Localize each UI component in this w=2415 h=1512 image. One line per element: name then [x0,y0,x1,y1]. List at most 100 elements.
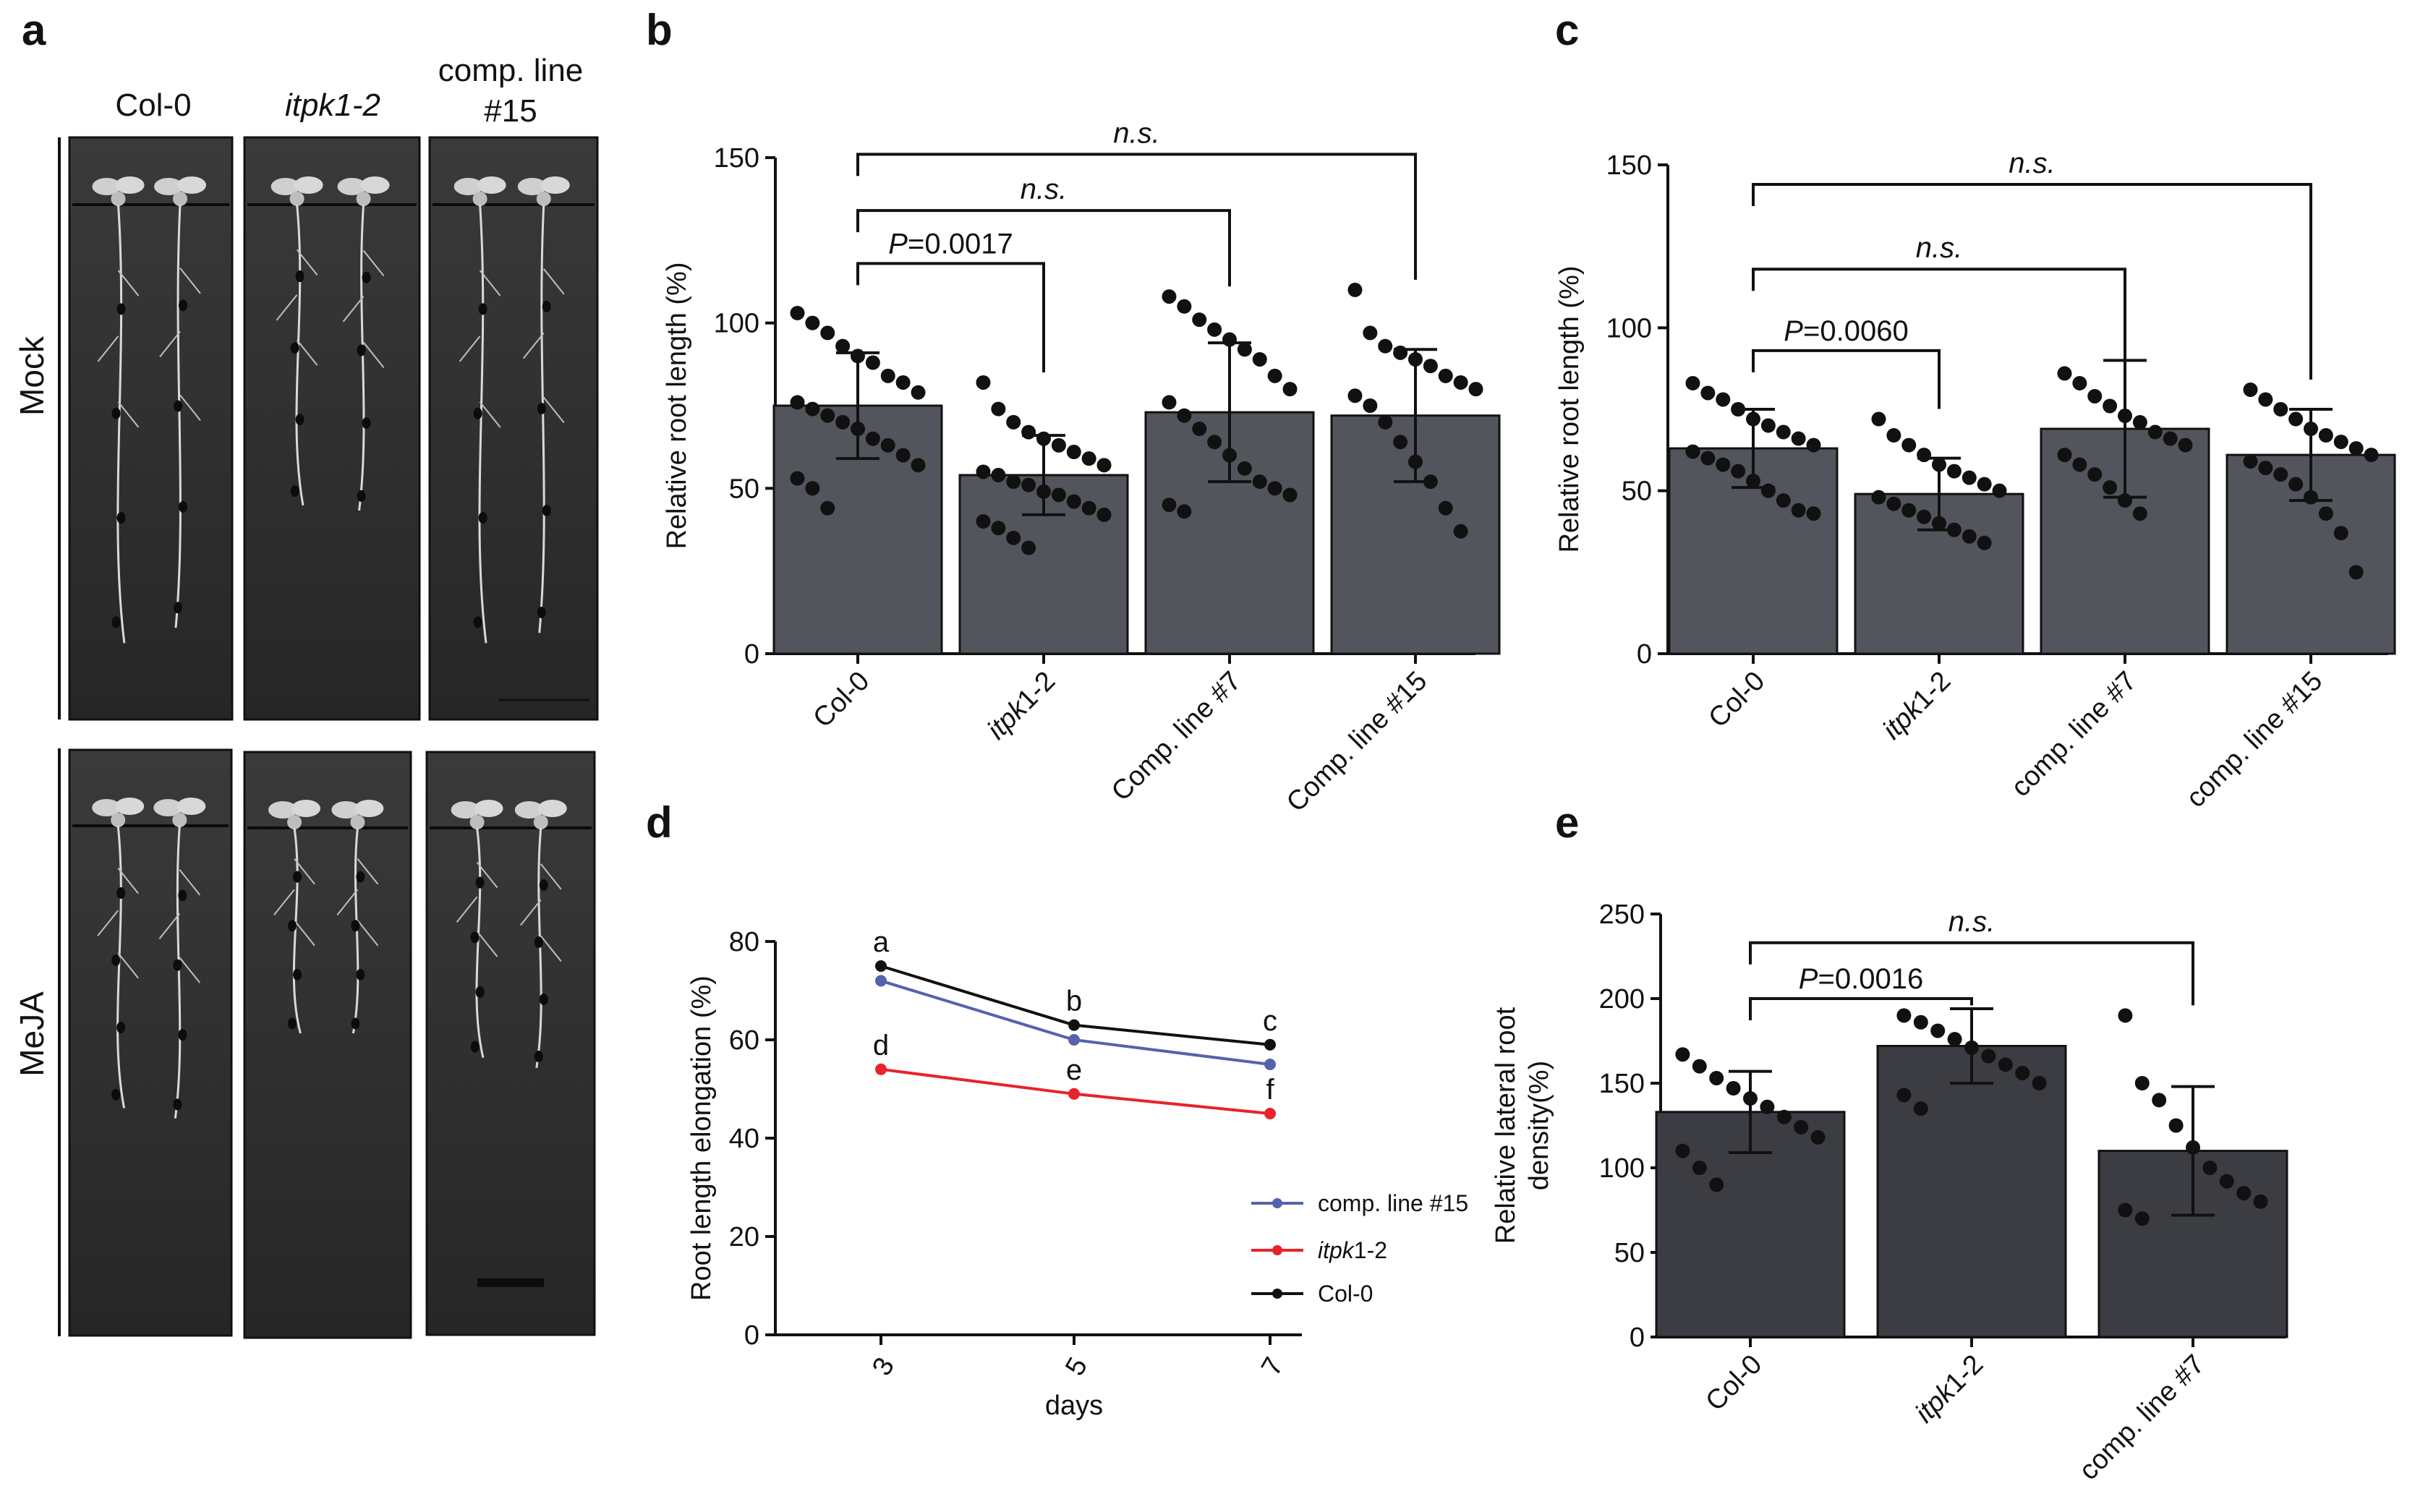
y-tick-label-e: 250 [1599,900,1645,930]
photo-frame [425,751,596,1336]
data-point-c [2132,415,2147,430]
data-point-c [1746,474,1760,489]
data-point-c [1886,428,1901,443]
lateral-root [519,899,542,926]
x-tick-label-e: itpk1-2 [1909,1349,1989,1429]
data-point-c [1901,437,1917,453]
data-point-b [1036,431,1051,446]
ink-mark [293,968,302,981]
data-point-e [1964,1040,1979,1055]
data-point-b [1453,524,1468,539]
data-point-c [1977,535,1992,550]
comparison-bracket-e [1749,941,2194,1006]
comparison-bracket-b [856,262,1045,372]
data-point-e [2118,1203,2133,1218]
ink-mark [174,400,182,412]
y-tick-label-c: 150 [1606,150,1652,181]
data-point-c [1962,470,1977,485]
ns-label-b: n.s. [1021,174,1067,205]
lateral-root [456,896,478,923]
data-point-b [865,355,880,370]
ink-mark [356,968,365,981]
series-point-3 [875,960,887,972]
lateral-root [117,867,139,894]
photo-frame [68,136,234,721]
data-point-b [1393,435,1408,450]
ink-mark [362,271,371,283]
x-tick-label-b: Col-0 [807,666,875,734]
data-point-b [911,458,926,473]
lateral-root [479,270,501,296]
significance-letter: d [873,1030,889,1062]
legend-label-3: Col-0 [1318,1281,1373,1307]
photo-col-title-comp-number: #15 [484,93,537,129]
panel-label-c: c [1555,6,1579,54]
series-point-2 [1264,1108,1276,1119]
data-point-b [1363,325,1378,341]
photo-frame [428,136,599,721]
ink-mark [179,500,187,513]
seedling-photo-meja-3 [425,751,596,1336]
data-point-e [1692,1059,1707,1074]
data-point-e [1896,1008,1912,1023]
seedling-leaf [356,192,371,206]
y-tick-label-c: 0 [1637,639,1652,670]
data-point-c [2132,506,2147,521]
ink-mark [290,485,299,497]
data-point-b [865,431,880,446]
data-point-b [1267,481,1282,496]
ink-mark [473,407,482,419]
x-tick-label-d: 5 [1060,1352,1094,1380]
series-point-3 [1264,1038,1276,1051]
ns-label-b: n.s. [1113,117,1159,149]
data-point-c [1871,411,1886,427]
data-point-b [1347,388,1363,403]
comparison-bracket-c [1752,183,2312,380]
data-point-c [1901,503,1917,518]
data-point-c [2258,461,2273,476]
x-tick-label-b: Comp. line #15 [1281,666,1433,818]
x-axis-label-d: days [1045,1391,1103,1421]
photo-frame [243,136,421,721]
data-point-c [1932,457,1946,472]
data-point-b [1423,474,1438,490]
data-point-b [790,305,805,320]
y-tick-label-e: 150 [1599,1069,1645,1099]
seedling-leaf [354,800,384,817]
lateral-root [179,957,201,983]
data-point-e [2236,1186,2252,1201]
data-point-c [2364,448,2379,463]
seedling-root [174,825,182,1119]
lateral-root [97,910,119,936]
seedling-leaf [453,178,483,195]
ink-mark [539,994,548,1006]
ink-mark [478,303,487,315]
data-point-b [805,481,820,496]
data-point-e [1981,1048,1996,1064]
data-point-b [1066,445,1081,460]
scale-bar [477,1278,544,1287]
data-point-c [1946,522,1962,537]
data-point-e [2168,1118,2184,1133]
data-point-b [1081,451,1096,466]
y-tick-label-d: 0 [744,1320,759,1351]
y-tick-label-d: 20 [729,1222,759,1252]
data-point-b [1282,487,1298,503]
ink-mark [537,403,546,414]
seedling-leaf [533,815,548,829]
ink-mark [116,887,126,899]
data-point-c [1886,496,1901,511]
panel-label-b: b [646,6,673,54]
data-point-b [1021,424,1036,440]
data-point-b [1363,398,1378,413]
data-point-c [1731,402,1746,417]
data-point-b [1006,530,1021,545]
data-point-c [2147,424,2163,440]
lateral-root [158,913,181,940]
y-tick-label-e: 100 [1599,1153,1645,1184]
seedling-root [358,204,365,511]
ink-mark [542,505,551,516]
series-point-2 [875,1063,887,1075]
significance-letter: b [1066,986,1082,1017]
